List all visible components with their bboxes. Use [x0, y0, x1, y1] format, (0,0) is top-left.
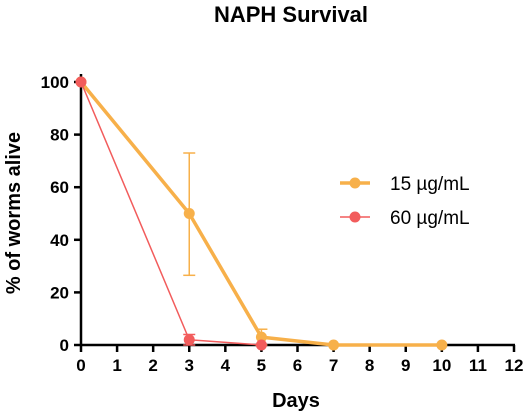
legend-marker: [349, 211, 361, 223]
y-tick-label: 0: [60, 336, 69, 355]
data-point: [255, 331, 267, 343]
series-line: [79, 80, 442, 347]
legend-label: 60 µg/mL: [390, 208, 470, 229]
legend-label: 15 µg/mL: [390, 174, 470, 195]
x-tick-label: 8: [365, 356, 374, 375]
x-axis-label: Days: [272, 390, 320, 412]
y-tick-label: 100: [41, 73, 69, 92]
x-tick-label: 9: [401, 356, 410, 375]
chart-title: NAPH Survival: [214, 2, 368, 27]
x-tick-label: 2: [148, 356, 157, 375]
x-tick-label: 12: [505, 356, 524, 375]
y-axis-label: % of worms alive: [3, 132, 25, 294]
x-tick-label: 10: [432, 356, 451, 375]
data-point: [183, 334, 195, 346]
x-tick-label: 11: [469, 356, 487, 375]
y-tick-label: 80: [50, 126, 69, 145]
chart-marks: [75, 76, 448, 351]
data-point: [436, 339, 448, 351]
y-tick-label: 20: [50, 283, 69, 302]
x-tick-label: 6: [293, 356, 302, 375]
x-tick-label: 4: [221, 356, 231, 375]
data-point: [75, 76, 87, 88]
x-tick-label: 5: [257, 356, 266, 375]
data-point: [255, 339, 267, 351]
data-point: [328, 339, 340, 351]
x-tick-label: 7: [329, 356, 338, 375]
x-tick-label: 3: [185, 356, 194, 375]
series-2: [75, 76, 267, 351]
x-tick-label: 1: [112, 356, 121, 375]
legend: 15 µg/mL 60 µg/mL: [340, 174, 470, 229]
y-tick-label: 40: [50, 231, 69, 250]
legend-marker: [349, 177, 361, 189]
x-tick-label: 0: [76, 356, 85, 375]
data-point: [183, 208, 195, 219]
y-tick-label: 60: [50, 178, 69, 197]
series-line: [80, 81, 262, 346]
